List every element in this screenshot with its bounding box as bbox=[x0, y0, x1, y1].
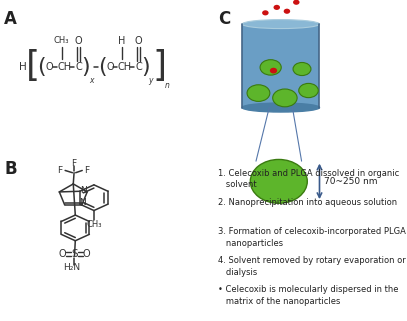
Text: N: N bbox=[79, 198, 86, 207]
Text: 2. Nanoprecipitation into aqueous solution: 2. Nanoprecipitation into aqueous soluti… bbox=[218, 198, 397, 207]
Circle shape bbox=[284, 9, 290, 14]
Ellipse shape bbox=[293, 63, 311, 75]
Text: 4. Solvent removed by rotary evaporation or
   dialysis: 4. Solvent removed by rotary evaporation… bbox=[218, 256, 405, 277]
Text: ): ) bbox=[81, 57, 90, 77]
Text: C: C bbox=[218, 10, 230, 28]
Ellipse shape bbox=[242, 20, 319, 29]
Ellipse shape bbox=[260, 60, 281, 75]
Text: ]: ] bbox=[153, 49, 167, 83]
Text: CH: CH bbox=[57, 62, 71, 73]
Text: C: C bbox=[135, 62, 142, 73]
Text: F: F bbox=[57, 166, 62, 175]
Text: CH₃: CH₃ bbox=[53, 36, 69, 45]
Text: S: S bbox=[71, 249, 78, 259]
Text: [: [ bbox=[26, 49, 39, 83]
Text: 1. Celecoxib and PLGA dissolved in organic
   solvent: 1. Celecoxib and PLGA dissolved in organ… bbox=[218, 169, 399, 189]
Text: O: O bbox=[106, 62, 114, 73]
Ellipse shape bbox=[273, 89, 297, 107]
Text: B: B bbox=[4, 160, 17, 178]
Circle shape bbox=[270, 68, 277, 74]
Circle shape bbox=[293, 0, 300, 5]
Text: 70~250 nm: 70~250 nm bbox=[324, 177, 378, 186]
Text: x: x bbox=[89, 76, 94, 85]
Circle shape bbox=[274, 5, 280, 10]
Ellipse shape bbox=[250, 160, 307, 203]
Circle shape bbox=[262, 10, 269, 15]
Text: CH: CH bbox=[117, 62, 131, 73]
Text: CH₃: CH₃ bbox=[86, 220, 102, 229]
Text: (: ( bbox=[37, 57, 46, 77]
Text: A: A bbox=[4, 10, 17, 28]
Text: O: O bbox=[75, 36, 82, 46]
Text: n: n bbox=[164, 81, 169, 90]
Text: H₂N: H₂N bbox=[63, 263, 80, 272]
Text: O: O bbox=[46, 62, 53, 73]
Text: ): ) bbox=[141, 57, 150, 77]
Text: (: ( bbox=[98, 57, 107, 77]
Ellipse shape bbox=[242, 103, 319, 112]
Text: F: F bbox=[72, 159, 77, 168]
Text: y: y bbox=[148, 76, 153, 85]
Text: • Celecoxib is molecularly dispersed in the
   matrix of the nanoparticles: • Celecoxib is molecularly dispersed in … bbox=[218, 285, 398, 306]
Text: H: H bbox=[118, 36, 126, 46]
Text: O: O bbox=[59, 249, 66, 259]
Text: O: O bbox=[83, 249, 90, 259]
Text: H: H bbox=[18, 62, 26, 73]
Polygon shape bbox=[242, 24, 319, 108]
Ellipse shape bbox=[299, 83, 318, 98]
Ellipse shape bbox=[247, 85, 270, 101]
Text: 3. Formation of celecoxib-incorporated PLGA
   nanoparticles: 3. Formation of celecoxib-incorporated P… bbox=[218, 227, 406, 248]
Text: F: F bbox=[85, 166, 90, 175]
Text: O: O bbox=[135, 36, 142, 46]
Text: C: C bbox=[75, 62, 82, 73]
Text: N: N bbox=[80, 186, 87, 195]
